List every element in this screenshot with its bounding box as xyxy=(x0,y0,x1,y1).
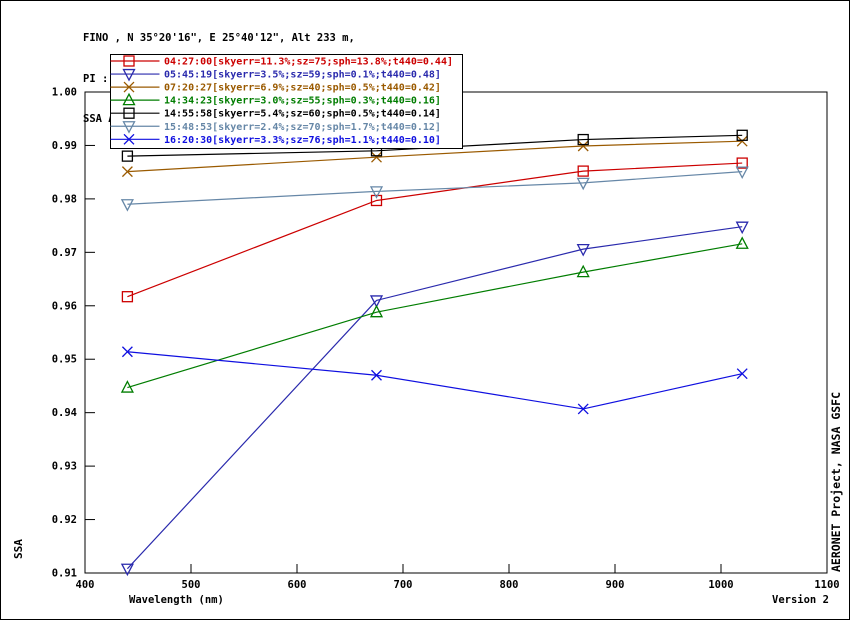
header-site-line: FINO , N 35°20'16", E 25°40'12", Alt 233… xyxy=(83,32,355,44)
legend-marker-square xyxy=(123,55,135,67)
series-line-04:27:00 xyxy=(127,162,743,298)
series-marker-square-14:55:58 xyxy=(736,129,748,141)
y-tick-label: 0.92 xyxy=(52,514,77,526)
series-marker-triangle-down-15:48:53 xyxy=(369,186,384,199)
y-tick-label: 0.93 xyxy=(52,461,77,473)
legend-marker-triangle-up xyxy=(122,92,136,106)
series-marker-triangle-up-14:34:23 xyxy=(735,236,749,249)
series-marker-triangle-up-14:34:23 xyxy=(120,380,134,393)
series-line-14:34:23 xyxy=(127,243,743,389)
series-marker-x-16:20:30 xyxy=(371,369,382,381)
y-tick-label: 0.97 xyxy=(52,247,77,259)
legend-item-label: 07:20:27[skyerr=6.9%;sz=40;sph=0.5%;t440… xyxy=(164,83,441,94)
series-marker-triangle-down-05:45:19 xyxy=(120,563,134,577)
legend-item-label: 14:34:23[skyerr=3.0%;sz=55;sph=0.3%;t440… xyxy=(164,96,441,107)
series-marker-x-16:20:30 xyxy=(577,403,589,415)
series-marker-square-04:27:00 xyxy=(121,291,134,303)
series-marker-x-07:20:27 xyxy=(577,140,589,152)
y-tick-label: 0.99 xyxy=(52,140,77,152)
series-marker-triangle-up-14:34:23 xyxy=(576,264,590,278)
series-marker-x-16:20:30 xyxy=(736,368,748,380)
x-tick-label: 1000 xyxy=(708,579,733,591)
series-marker-triangle-down-05:45:19 xyxy=(369,295,384,308)
y-axis-title: SSA xyxy=(12,539,25,559)
legend-item-label: 15:48:53[skyerr=2.4%;sz=70;sph=1.7%;t440… xyxy=(164,122,441,133)
series-marker-triangle-down-05:45:19 xyxy=(576,243,590,257)
x-tick-label: 500 xyxy=(182,579,201,591)
series-line-16:20:30 xyxy=(127,351,743,410)
series-marker-triangle-down-05:45:19 xyxy=(735,221,749,235)
y-tick-label: 0.91 xyxy=(52,568,77,580)
series-marker-square-04:27:00 xyxy=(370,194,383,207)
legend-box xyxy=(110,54,463,149)
series-marker-square-14:55:58 xyxy=(121,150,134,162)
legend-marker-square xyxy=(123,107,135,119)
series-line-14:55:58 xyxy=(127,134,743,157)
series-line-05:45:19 xyxy=(126,226,743,570)
series-marker-x-07:20:27 xyxy=(736,135,748,147)
x-tick-label: 700 xyxy=(394,579,413,591)
legend-marker-triangle-down xyxy=(122,121,136,134)
legend-item-label: 16:20:30[skyerr=3.3%;sz=76;sph=1.1%;t440… xyxy=(164,135,441,146)
series-marker-triangle-down-15:48:53 xyxy=(576,177,590,191)
y-tick-label: 0.95 xyxy=(52,354,77,366)
series-marker-x-07:20:27 xyxy=(121,166,133,178)
aeronet-credit-label: AERONET Project, NASA GSFC xyxy=(829,391,843,572)
series-marker-square-14:55:58 xyxy=(577,133,589,146)
x-tick-label: 600 xyxy=(288,579,307,591)
series-marker-triangle-up-14:34:23 xyxy=(369,304,384,318)
y-tick-label: 0.98 xyxy=(52,193,77,205)
legend-item-label: 04:27:00[skyerr=11.3%;sz=75;sph=13.8%;t4… xyxy=(164,57,453,68)
y-tick-label: 1.00 xyxy=(52,87,77,99)
x-axis-title: Wavelength (nm) xyxy=(129,594,224,606)
x-tick-label: 400 xyxy=(76,579,95,591)
x-tick-label: 1100 xyxy=(814,579,839,591)
series-line-15:48:53 xyxy=(127,171,743,205)
y-tick-label: 0.96 xyxy=(52,300,77,312)
series-marker-square-04:27:00 xyxy=(736,157,748,169)
series-marker-x-07:20:27 xyxy=(371,151,382,163)
legend-marker-x xyxy=(123,81,135,93)
legend-item-label: 05:45:19[skyerr=3.5%;sz=59;sph=0.1%;t440… xyxy=(164,70,441,81)
x-tick-label: 800 xyxy=(500,579,519,591)
x-tick-label: 900 xyxy=(606,579,625,591)
series-marker-triangle-down-15:48:53 xyxy=(735,166,749,180)
legend-marker-triangle-down xyxy=(122,68,136,82)
legend-item-label: 14:55:58[skyerr=5.4%;sz=60;sph=0.5%;t440… xyxy=(164,109,441,120)
series-line-07:20:27 xyxy=(127,140,743,173)
version-label: Version 2 xyxy=(772,594,829,606)
y-tick-label: 0.94 xyxy=(52,407,77,419)
series-marker-x-16:20:30 xyxy=(121,346,133,358)
legend-marker-x xyxy=(123,133,135,145)
series-marker-triangle-down-15:48:53 xyxy=(120,199,134,212)
series-marker-square-04:27:00 xyxy=(577,165,589,177)
